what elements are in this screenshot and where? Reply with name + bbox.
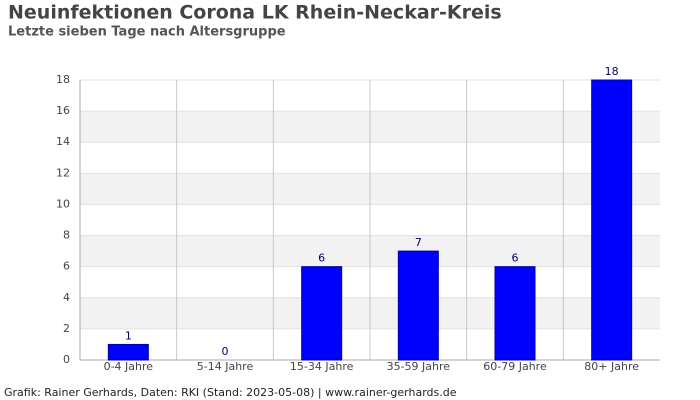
data-label: 6 [318, 252, 325, 265]
y-tick-label: 2 [63, 322, 70, 335]
data-label: 7 [415, 236, 422, 249]
x-tick-label: 35-59 Jahre [387, 360, 451, 373]
data-label: 6 [512, 252, 519, 265]
x-tick-label: 15-34 Jahre [290, 360, 354, 373]
caption: Grafik: Rainer Gerhards, Daten: RKI (Sta… [4, 386, 457, 399]
bar [397, 250, 439, 361]
bar [494, 266, 536, 361]
y-tick-label: 16 [56, 104, 70, 117]
data-label: 1 [125, 329, 132, 342]
bar [107, 343, 149, 361]
bar [301, 266, 343, 361]
y-tick-label: 10 [56, 197, 70, 210]
y-tick-label: 8 [63, 229, 70, 242]
data-label: 18 [605, 65, 619, 78]
chart-subtitle: Letzte sieben Tage nach Altersgruppe [8, 25, 286, 40]
chart-title: Neuinfektionen Corona LK Rhein-Neckar-Kr… [8, 2, 502, 24]
x-tick-label: 60-79 Jahre [483, 360, 547, 373]
x-tick-label: 0-4 Jahre [104, 360, 154, 373]
bar [591, 79, 633, 361]
x-tick-label: 5-14 Jahre [197, 360, 254, 373]
y-tick-label: 12 [56, 166, 70, 179]
x-tick-label: 80+ Jahre [584, 360, 639, 373]
y-tick-label: 0 [63, 353, 70, 366]
y-tick-label: 4 [63, 291, 70, 304]
y-tick-label: 14 [56, 135, 70, 148]
y-tick-label: 18 [56, 73, 70, 86]
data-label: 0 [222, 345, 229, 358]
y-tick-label: 6 [63, 260, 70, 273]
